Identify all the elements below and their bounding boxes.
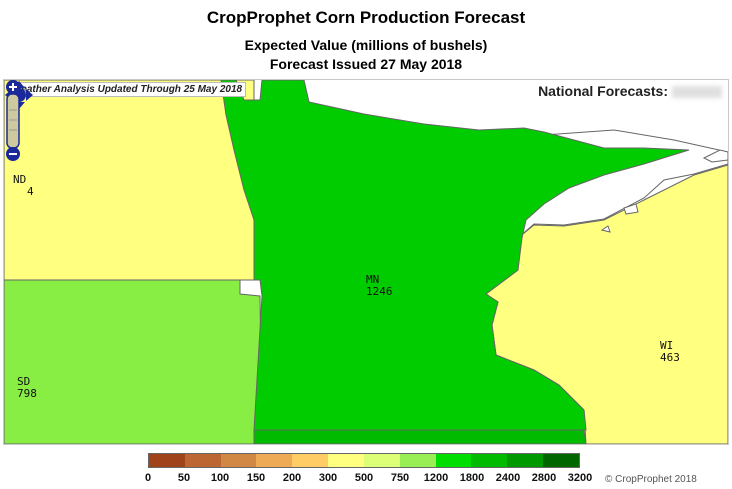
- legend-swatch: [363, 454, 400, 467]
- island: [623, 203, 639, 215]
- legend-tick-label: 150: [246, 472, 266, 484]
- legend-tick-label: 1800: [459, 472, 485, 484]
- color-legend: [148, 453, 580, 468]
- map-canvas[interactable]: [4, 80, 728, 444]
- legend-tick-label: 300: [318, 472, 338, 484]
- legend-swatch: [399, 454, 436, 467]
- state-label-mn: MN 1246: [366, 273, 393, 298]
- state-nd[interactable]: [4, 80, 255, 281]
- state-sd[interactable]: [4, 279, 263, 444]
- legend-swatch: [292, 454, 329, 467]
- legend-swatch: [543, 454, 579, 467]
- legend-ticks: 0 50 100 150 200 300 500 750 1200 1800 2400 2800 320…: [144, 472, 592, 486]
- map-viewport[interactable]: Weather Analysis Updated Through 25 May …: [3, 79, 729, 445]
- copyright: © CropProphet 2018: [605, 474, 697, 485]
- legend-tick-label: 2800: [531, 472, 557, 484]
- state-mn[interactable]: [220, 80, 690, 431]
- weather-analysis-note: Weather Analysis Updated Through 25 May …: [8, 82, 247, 97]
- state-label-sd: SD 798: [17, 375, 37, 400]
- zoom-control[interactable]: [4, 80, 22, 162]
- forecast-issued-date: Forecast Issued 27 May 2018: [269, 56, 463, 72]
- national-forecasts-label: National Forecasts:: [538, 83, 668, 99]
- legend-swatch: [435, 454, 472, 467]
- legend-swatch: [256, 454, 293, 467]
- zoom-slider-track[interactable]: [6, 93, 20, 149]
- legend-tick-label: 2400: [495, 472, 521, 484]
- legend-swatch: [328, 454, 364, 467]
- legend-swatch: [471, 454, 508, 467]
- legend-swatch: [149, 454, 185, 467]
- legend-tick-label: 750: [390, 472, 410, 484]
- page-subtitle: Expected Value (millions of bushels): [244, 37, 488, 53]
- legend-tick-label: 1200: [423, 472, 449, 484]
- state-label-nd: ND 4: [13, 173, 34, 198]
- legend-tick-label: 200: [282, 472, 302, 484]
- legend-tick-label: 0: [144, 472, 152, 484]
- legend-tick-label: 100: [210, 472, 230, 484]
- island: [600, 225, 611, 233]
- island: [702, 149, 728, 163]
- page-title: CropProphet Corn Production Forecast: [206, 8, 526, 27]
- pan-right-icon[interactable]: [26, 89, 33, 101]
- legend-tick-label: 3200: [567, 472, 593, 484]
- state-label-wi: WI 463: [660, 339, 680, 364]
- legend-tick-label: 500: [354, 472, 374, 484]
- legend-swatch: [184, 454, 221, 467]
- legend-tick-label: 50: [177, 472, 191, 484]
- legend-swatch: [220, 454, 257, 467]
- national-forecast-value-redacted: [672, 86, 722, 98]
- legend-swatch: [507, 454, 544, 467]
- state-ia[interactable]: [253, 429, 587, 444]
